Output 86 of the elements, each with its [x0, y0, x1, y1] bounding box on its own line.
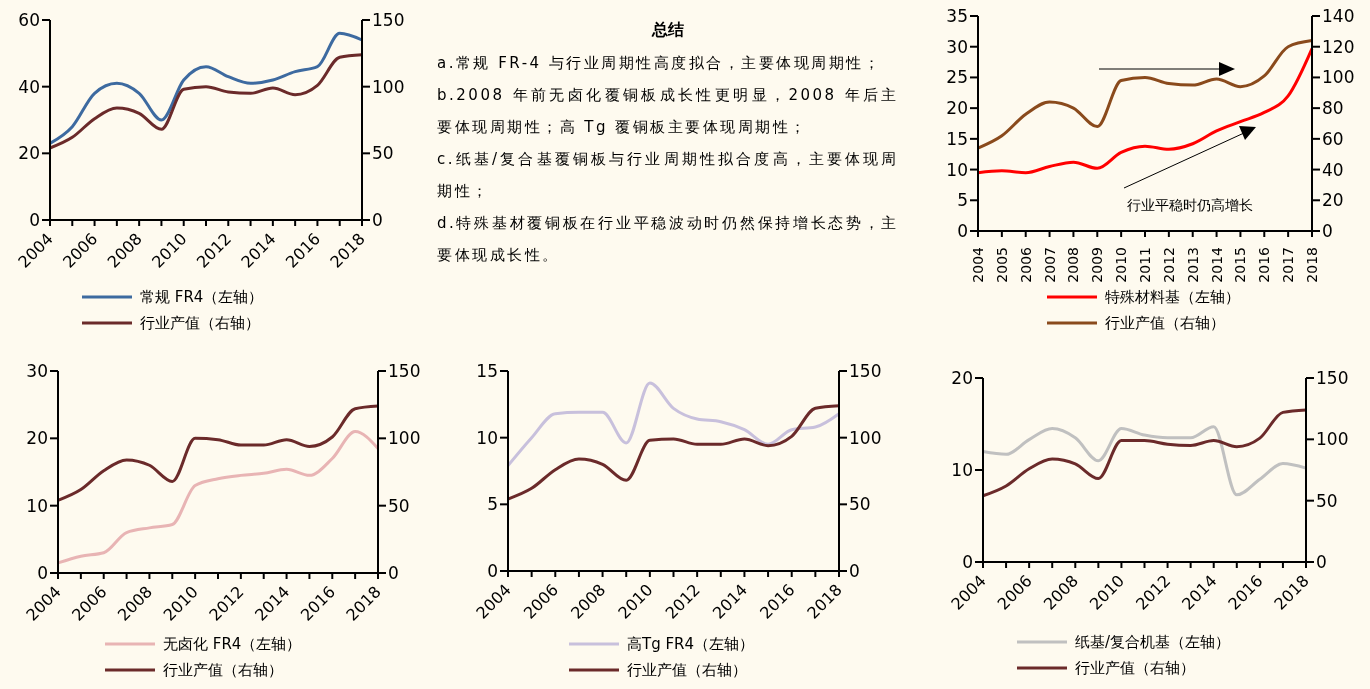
- y2-tick-label: 150: [849, 361, 882, 382]
- x-tick-label: 2011: [1137, 247, 1153, 283]
- y2-tick-label: 50: [849, 494, 871, 515]
- x-tick-label: 2013: [1184, 247, 1201, 283]
- y-tick-label: 0: [29, 210, 40, 231]
- y2-tick-label: 80: [1322, 98, 1344, 119]
- line-series: [48, 31, 364, 145]
- y2-tick-label: 0: [388, 563, 399, 584]
- legend-label: 行业产值（右轴）: [140, 313, 260, 333]
- y-tick-label: 0: [957, 221, 968, 242]
- legend-label: 行业产值（右轴）: [627, 660, 747, 680]
- y2-tick-label: 100: [388, 428, 421, 449]
- y-tick-label: 0: [37, 563, 48, 584]
- y-tick-label: 0: [962, 552, 973, 573]
- y-tick-label: 0: [487, 561, 498, 582]
- x-tick-label: 2004: [970, 246, 986, 283]
- x-tick-label: 2008: [1065, 247, 1082, 283]
- y2-tick-label: 60: [1322, 128, 1344, 149]
- x-tick-label: 2005: [993, 247, 1010, 283]
- x-tick-label: 2006: [1017, 246, 1034, 283]
- x-tick-label: 2017: [1280, 247, 1297, 283]
- legend-label: 行业产值（右轴）: [163, 660, 283, 680]
- y-tick-label: 20: [18, 143, 40, 164]
- y-tick-label: 20: [26, 428, 48, 449]
- x-tick-label: 2015: [1232, 247, 1249, 283]
- y2-tick-label: 0: [1316, 552, 1327, 573]
- annotation: 行业平稳时仍高增长: [1126, 197, 1254, 215]
- x-tick-label: 2010: [1113, 247, 1130, 283]
- y2-tick-label: 100: [849, 427, 882, 448]
- line-series: [56, 404, 380, 502]
- legend-label: 常规 FR4（左轴）: [140, 287, 264, 307]
- y-tick-label: 10: [476, 427, 498, 448]
- y-tick-label: 10: [26, 495, 48, 516]
- y2-tick-label: 20: [1322, 190, 1344, 211]
- y2-tick-label: 100: [1322, 67, 1355, 88]
- legend-label: 行业产值（右轴）: [1075, 658, 1195, 678]
- y2-tick-label: 100: [372, 76, 405, 97]
- y-tick-label: 5: [957, 190, 968, 211]
- y-tick-label: 10: [946, 159, 968, 180]
- y2-tick-label: 0: [372, 210, 383, 231]
- y-tick-label: 30: [946, 36, 968, 57]
- legend-label: 特殊材料基（左轴）: [1105, 287, 1240, 307]
- y-tick-label: 40: [18, 76, 40, 97]
- y-tick-label: 20: [951, 368, 973, 389]
- y-tick-label: 20: [946, 98, 968, 119]
- line-series: [48, 53, 364, 150]
- y2-tick-label: 50: [372, 143, 394, 164]
- line-series: [56, 430, 380, 565]
- line-series: [506, 381, 841, 468]
- y2-tick-label: 0: [1322, 221, 1333, 242]
- x-tick-label: 2016: [1256, 246, 1273, 283]
- y-tick-label: 15: [946, 128, 968, 149]
- line-series: [976, 39, 1314, 150]
- text: d.特殊基材覆铜板在行业平稳波动时仍然保持增长态势，主要体现成长性。: [437, 213, 899, 266]
- text: 总结: [650, 20, 685, 41]
- y2-tick-label: 100: [1316, 429, 1349, 450]
- y2-tick-label: 140: [1322, 6, 1355, 27]
- y2-tick-label: 150: [372, 10, 405, 31]
- y-tick-label: 25: [946, 67, 968, 88]
- y2-tick-label: 50: [1316, 490, 1338, 511]
- text: a.常规 FR-4 与行业周期性高度拟合，主要体现周期性；: [437, 53, 883, 74]
- x-tick-label: 2009: [1089, 247, 1106, 283]
- y2-tick-label: 40: [1322, 159, 1344, 180]
- x-tick-label: 2012: [1160, 247, 1177, 283]
- y-tick-label: 35: [946, 6, 968, 27]
- y-tick-label: 60: [18, 10, 40, 31]
- y-tick-label: 15: [476, 361, 498, 382]
- line-series: [506, 404, 841, 501]
- y2-tick-label: 50: [388, 495, 410, 516]
- y2-tick-label: 150: [388, 361, 421, 382]
- x-tick-label: 2018: [1304, 247, 1320, 283]
- y-tick-label: 5: [487, 494, 498, 515]
- y-tick-label: 30: [26, 361, 48, 382]
- legend-label: 行业产值（右轴）: [1105, 313, 1225, 333]
- y2-tick-label: 120: [1322, 36, 1355, 57]
- legend-label: 高Tg FR4（左轴）: [627, 634, 755, 654]
- x-tick-label: 2007: [1041, 247, 1058, 283]
- line-series: [981, 425, 1308, 497]
- y2-tick-label: 0: [849, 561, 860, 582]
- x-tick-label: 2014: [1208, 246, 1225, 283]
- line-series: [981, 408, 1308, 498]
- legend-label: 纸基/复合机基（左轴）: [1075, 632, 1231, 652]
- legend-label: 无卤化 FR4（左轴）: [163, 634, 302, 654]
- y-tick-label: 10: [951, 460, 973, 481]
- line-series: [976, 47, 1314, 175]
- y2-tick-label: 150: [1316, 368, 1349, 389]
